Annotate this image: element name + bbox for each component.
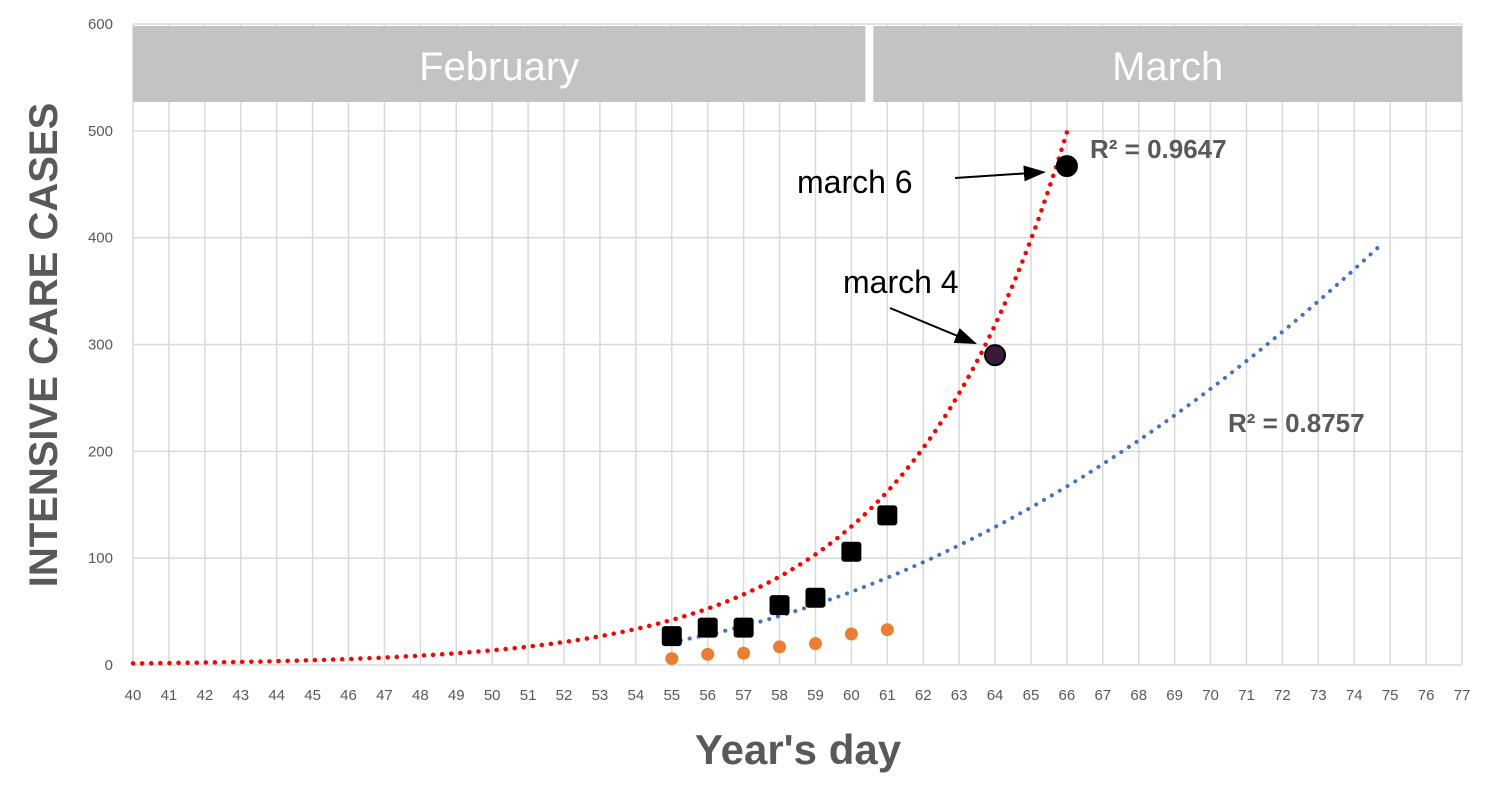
square-marker bbox=[877, 505, 898, 526]
x-tick-label: 73 bbox=[1310, 687, 1327, 704]
circle-marker bbox=[737, 646, 751, 660]
circle-marker bbox=[665, 652, 679, 666]
x-tick-label: 45 bbox=[304, 687, 321, 704]
x-tick-label: 49 bbox=[448, 687, 465, 704]
x-tick-label: 44 bbox=[268, 687, 285, 704]
x-tick-label: 63 bbox=[951, 687, 968, 704]
square-marker bbox=[769, 595, 790, 616]
y-tick-label: 500 bbox=[88, 123, 113, 140]
x-tick-label: 51 bbox=[520, 687, 537, 704]
square-marker bbox=[733, 617, 754, 638]
x-tick-label: 46 bbox=[340, 687, 357, 704]
circle-marker bbox=[880, 623, 894, 637]
highlighted-points bbox=[984, 155, 1078, 367]
square-marker bbox=[697, 617, 718, 638]
annotations: R² = 0.9647 R² = 0.8757 march 4 march 6 bbox=[797, 134, 1365, 438]
x-tick-label: 57 bbox=[735, 687, 752, 704]
month-band-label: February bbox=[419, 45, 579, 89]
trendlines bbox=[130, 129, 1385, 666]
x-tick-label: 48 bbox=[412, 687, 429, 704]
y-tick-label: 200 bbox=[88, 443, 113, 460]
arrow-march-4 bbox=[889, 307, 977, 345]
x-tick-label: 60 bbox=[843, 687, 860, 704]
x-tick-label: 40 bbox=[125, 687, 142, 704]
exponential-trendline bbox=[130, 129, 1070, 666]
x-tick-label: 42 bbox=[196, 687, 213, 704]
r2-label-exponential: R² = 0.9647 bbox=[1090, 134, 1227, 164]
y-tick-label: 100 bbox=[88, 550, 113, 567]
x-tick-label: 55 bbox=[663, 687, 680, 704]
month-band-label: March bbox=[1112, 45, 1223, 89]
month-band bbox=[133, 26, 866, 102]
y-tick-labels: 0 100 200 300 400 500 600 bbox=[88, 16, 113, 674]
square-marker bbox=[661, 626, 682, 647]
x-tick-label: 52 bbox=[556, 687, 573, 704]
x-tick-label: 64 bbox=[987, 687, 1004, 704]
month-bands: February March bbox=[133, 26, 1462, 102]
square-marker bbox=[841, 541, 862, 562]
x-tick-label: 66 bbox=[1059, 687, 1076, 704]
x-tick-label: 47 bbox=[376, 687, 393, 704]
y-tick-label: 300 bbox=[88, 337, 113, 354]
quadratic-trendline bbox=[669, 240, 1385, 644]
x-tick-label: 77 bbox=[1454, 687, 1471, 704]
arrow-march-6 bbox=[954, 165, 1046, 182]
y-tick-label: 600 bbox=[88, 16, 113, 33]
x-tick-label: 56 bbox=[699, 687, 716, 704]
circle-marker bbox=[773, 640, 787, 654]
x-tick-label: 70 bbox=[1202, 687, 1219, 704]
annotation-march-6: march 6 bbox=[797, 164, 913, 200]
x-tick-label: 43 bbox=[232, 687, 249, 704]
data-markers bbox=[661, 505, 898, 666]
y-axis-title: INTENSIVE CARE CASES bbox=[22, 103, 66, 588]
x-tick-label: 59 bbox=[807, 687, 824, 704]
x-tick-label: 69 bbox=[1166, 687, 1183, 704]
highlighted-point bbox=[984, 344, 1007, 367]
month-band bbox=[873, 26, 1462, 102]
x-tick-label: 50 bbox=[484, 687, 501, 704]
x-tick-label: 72 bbox=[1274, 687, 1291, 704]
x-tick-label: 74 bbox=[1346, 687, 1363, 704]
x-tick-label: 61 bbox=[879, 687, 896, 704]
circle-marker bbox=[701, 647, 715, 661]
annotation-march-4: march 4 bbox=[843, 264, 959, 300]
x-axis-title: Year's day bbox=[695, 726, 902, 773]
x-tick-labels: 40 41 42 43 44 45 46 47 48 49 50 51 52 53 54 55 56 57 58 59… bbox=[125, 687, 1471, 704]
x-tick-label: 71 bbox=[1238, 687, 1255, 704]
x-tick-label: 75 bbox=[1382, 687, 1399, 704]
x-tick-label: 41 bbox=[161, 687, 178, 704]
y-tick-label: 0 bbox=[105, 657, 113, 674]
x-tick-label: 68 bbox=[1130, 687, 1147, 704]
x-tick-label: 58 bbox=[771, 687, 788, 704]
square-marker bbox=[805, 587, 826, 608]
y-tick-label: 400 bbox=[88, 230, 113, 247]
highlighted-point bbox=[1055, 155, 1078, 178]
x-tick-label: 53 bbox=[592, 687, 609, 704]
circle-marker bbox=[844, 627, 858, 641]
x-tick-label: 76 bbox=[1418, 687, 1435, 704]
x-tick-label: 67 bbox=[1094, 687, 1111, 704]
x-tick-label: 62 bbox=[915, 687, 932, 704]
gridlines bbox=[132, 23, 1463, 666]
x-tick-label: 54 bbox=[628, 687, 645, 704]
circle-marker bbox=[808, 637, 822, 651]
r2-label-quadratic: R² = 0.8757 bbox=[1228, 408, 1365, 438]
x-tick-label: 65 bbox=[1023, 687, 1040, 704]
